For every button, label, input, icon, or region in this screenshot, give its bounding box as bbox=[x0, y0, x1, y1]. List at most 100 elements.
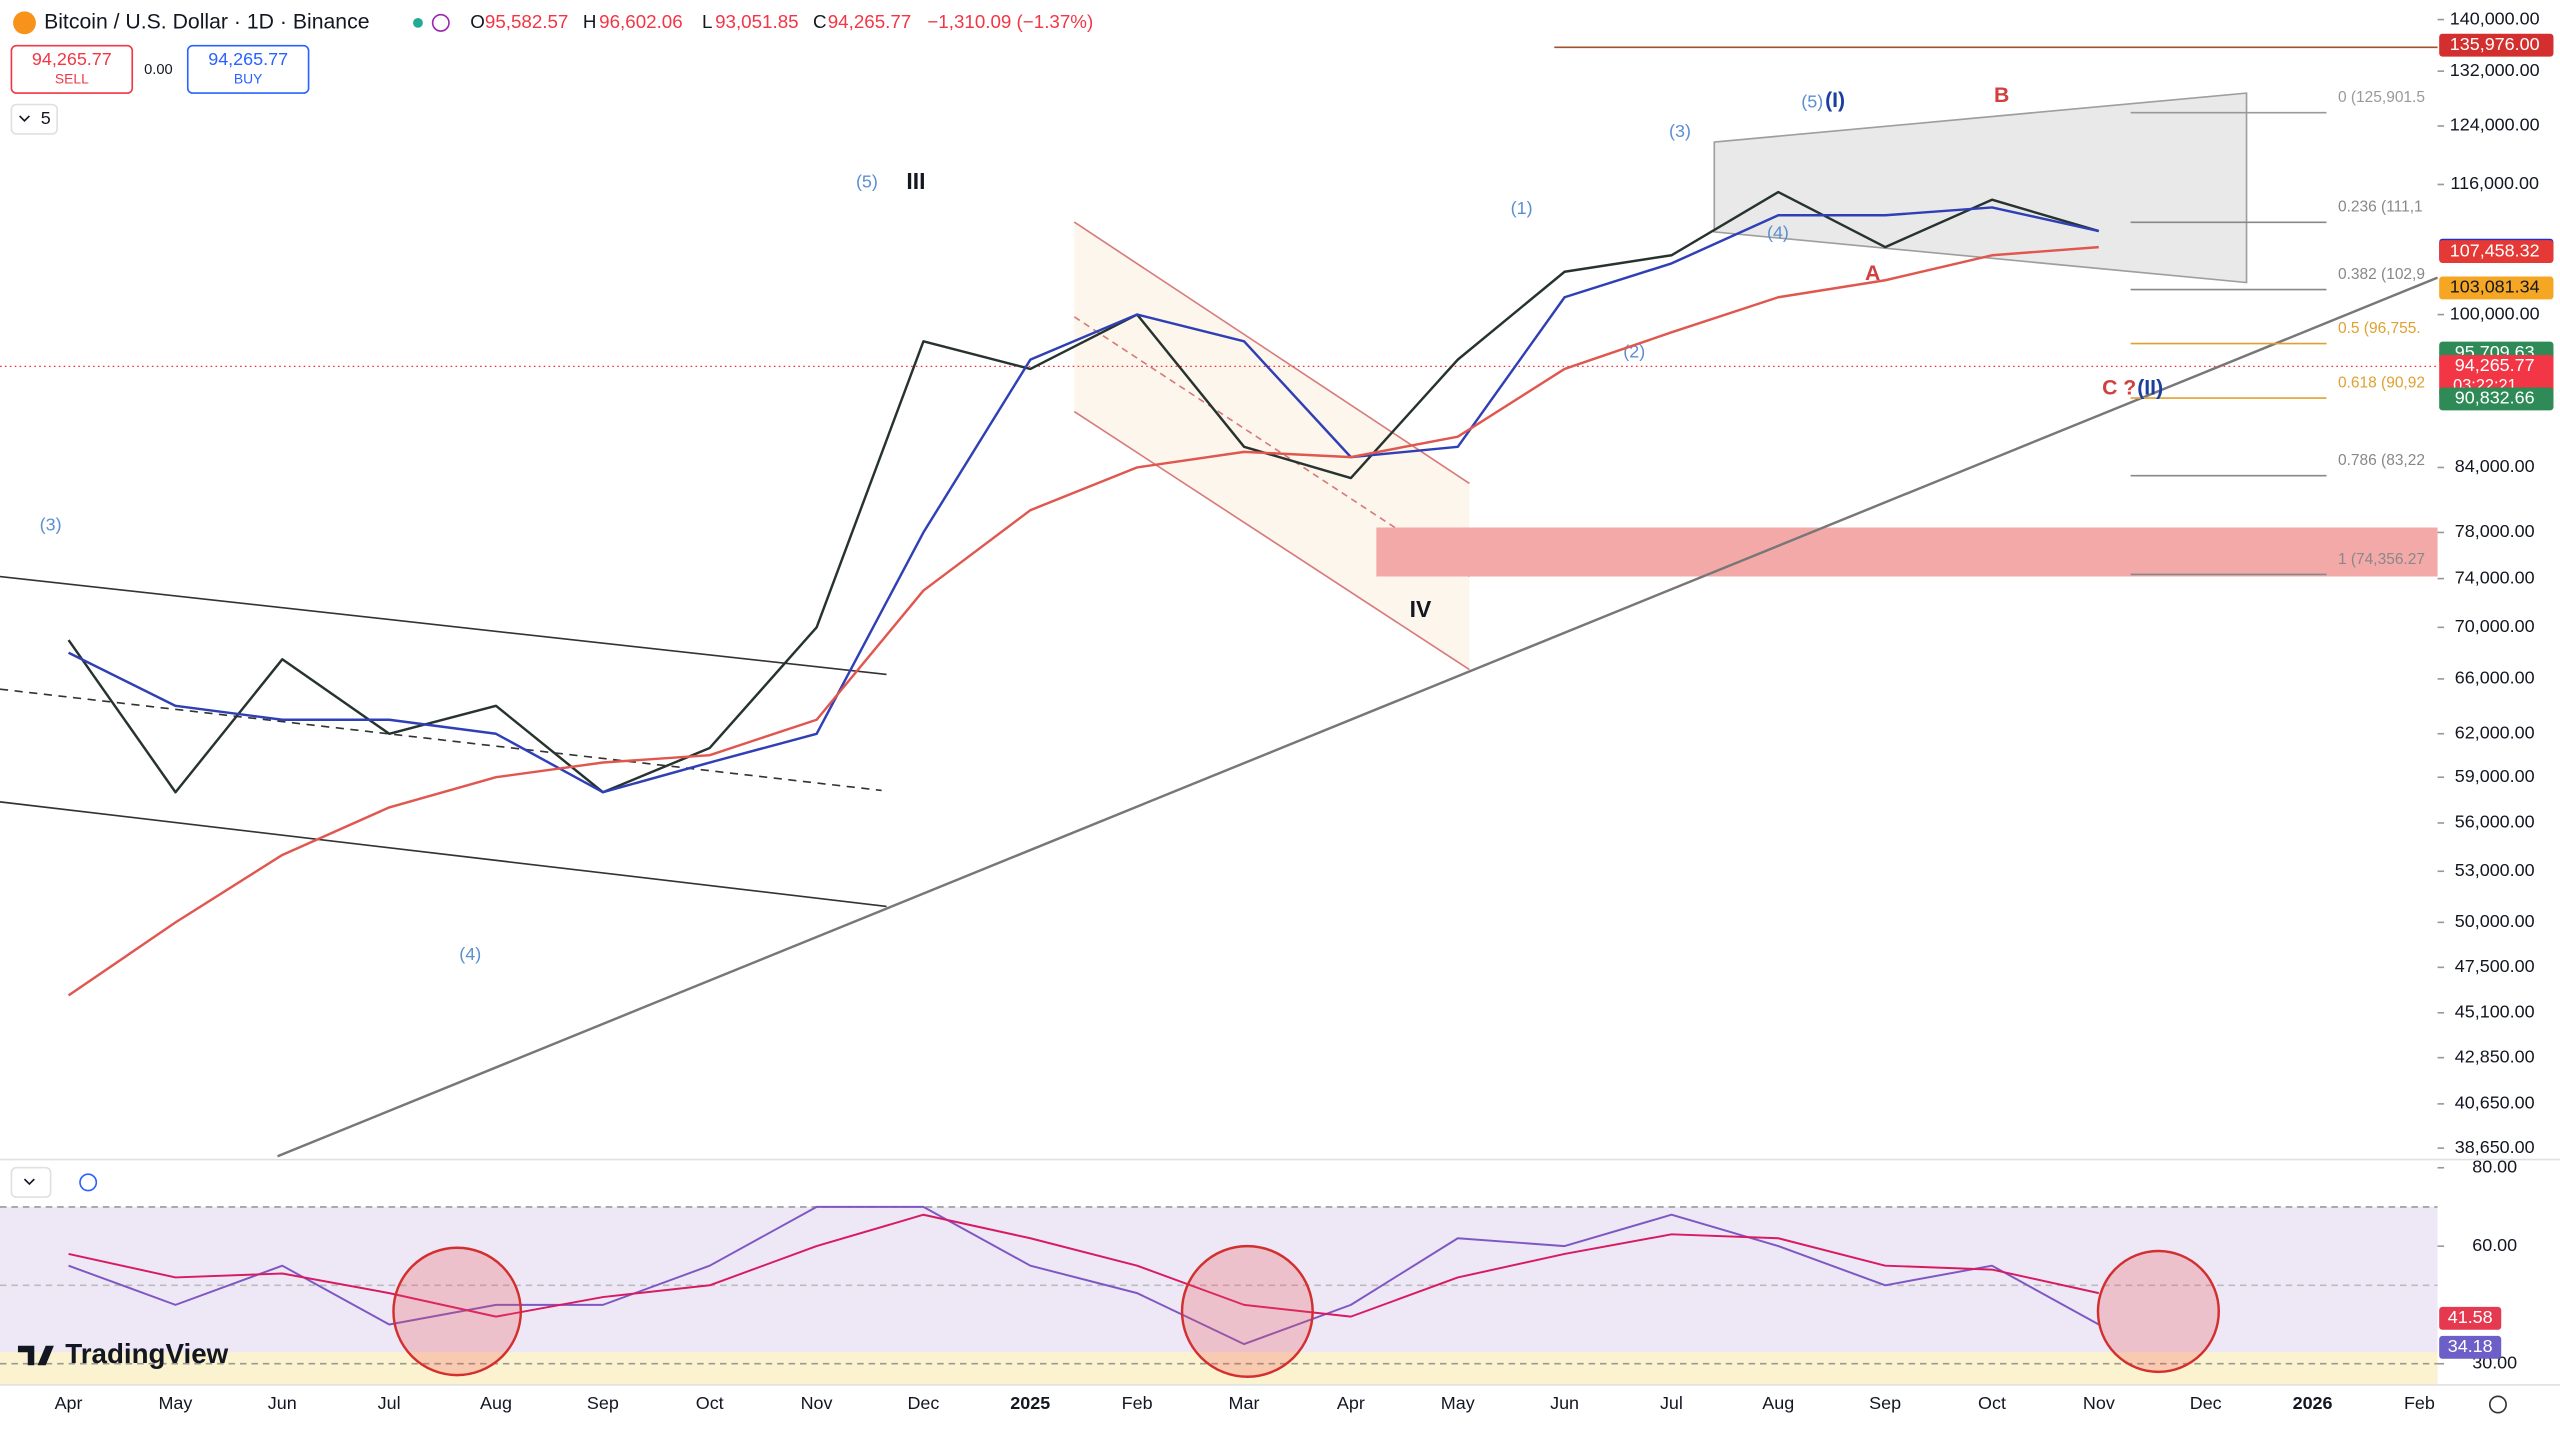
x-tick-label: May bbox=[158, 1393, 192, 1413]
channel-line bbox=[0, 575, 887, 676]
wave-label: (4) bbox=[459, 944, 481, 964]
buy-label: BUY bbox=[234, 71, 262, 87]
y-tick-label: 45,100.00 bbox=[2455, 1002, 2535, 1022]
buy-button[interactable] bbox=[186, 44, 310, 94]
ohlc-key: C bbox=[813, 11, 827, 32]
x-tick-label: Sep bbox=[1869, 1393, 1901, 1413]
y-tick-label: 56,000.00 bbox=[2455, 812, 2535, 832]
x-tick-label: Aug bbox=[1762, 1393, 1794, 1413]
y-tick-label: 84,000.00 bbox=[2455, 456, 2535, 476]
price-tag bbox=[2439, 240, 2554, 263]
trendline bbox=[277, 276, 2439, 1158]
channel-fill bbox=[1074, 222, 1470, 670]
wave-label: B bbox=[1994, 84, 2009, 107]
ohlc-key: O bbox=[470, 11, 485, 32]
chevron bbox=[19, 115, 30, 123]
price-tag bbox=[2439, 276, 2554, 300]
channel-line bbox=[0, 801, 887, 908]
value-tag-label: 34.18 bbox=[2448, 1336, 2493, 1356]
x-tick-label: Apr bbox=[1337, 1393, 1365, 1413]
wave-label: C ? bbox=[2102, 376, 2136, 399]
ohlc-value: 95,582.57 bbox=[485, 11, 568, 32]
demand-zone bbox=[1376, 527, 2438, 577]
wave-label: (5) bbox=[1801, 92, 1823, 112]
x-tick-label: Dec bbox=[2190, 1393, 2222, 1413]
x-tick-label: Mar bbox=[1229, 1393, 1260, 1413]
settings-icon[interactable] bbox=[2488, 1395, 2507, 1414]
x-tick-label: Feb bbox=[1122, 1393, 1153, 1413]
triangle-pattern bbox=[1713, 92, 2248, 284]
fib-label: 0.382 (102,9 bbox=[2338, 266, 2425, 283]
price-tag bbox=[2439, 354, 2554, 398]
value-tag bbox=[2439, 1306, 2502, 1330]
drawings: 0 (125,901.5 0.236 (111,1 0.382 (102,9 0.5 … bbox=[0, 46, 2439, 1158]
y-tick-label: 116,000.00 bbox=[2450, 173, 2539, 193]
x-tick-label: Nov bbox=[801, 1393, 833, 1413]
header: Bitcoin / U.S. Dollar · 1D · Binance O 9… bbox=[13, 10, 1093, 35]
fib-label: 0.786 (83,22 bbox=[2338, 452, 2425, 469]
y-tick-label: 47,500.00 bbox=[2455, 956, 2535, 976]
change: −1,310.09 (−1.37%) bbox=[927, 11, 1093, 32]
y-tick-label: 60.00 bbox=[2472, 1235, 2517, 1255]
symbol: Bitcoin / U.S. Dollar · 1D · Binance bbox=[44, 10, 369, 33]
sell-button[interactable] bbox=[10, 44, 134, 94]
wave-label: IV bbox=[1410, 596, 1432, 622]
btc-icon bbox=[13, 11, 36, 35]
series-line bbox=[67, 245, 2099, 997]
y-tick-label: 42,850.00 bbox=[2455, 1046, 2535, 1066]
ohlc-value: 93,051.85 bbox=[715, 11, 798, 32]
fib-label: 0.5 (96,755. bbox=[2338, 320, 2421, 337]
wave-label: (I) bbox=[1825, 89, 1845, 112]
x-tick-label: 2026 bbox=[2293, 1393, 2333, 1413]
y-tick-label: 50,000.00 bbox=[2455, 911, 2535, 931]
highlight-circle bbox=[1180, 1244, 1314, 1378]
price-tag-label: 94,265.77 bbox=[2455, 355, 2535, 375]
price-tag-label: 107,458.32 bbox=[2450, 240, 2540, 260]
x-tick-label: Jun bbox=[1550, 1393, 1579, 1413]
wave-label: (5) bbox=[856, 172, 878, 192]
x-tick-label: Jul bbox=[1660, 1393, 1683, 1413]
wave-label: (II) bbox=[2137, 376, 2163, 399]
channel-mid bbox=[0, 688, 882, 792]
y-tick-label: 38,650.00 bbox=[2455, 1137, 2535, 1157]
x-tick-label: Dec bbox=[907, 1393, 939, 1413]
buy-price: 94,265.77 bbox=[208, 49, 288, 69]
x-tick-label: Apr bbox=[55, 1393, 83, 1413]
wave-label: III bbox=[906, 168, 925, 194]
wave-label: (4) bbox=[1767, 222, 1789, 242]
x-tick-label: Jun bbox=[268, 1393, 297, 1413]
indicators-toggle[interactable] bbox=[10, 103, 58, 135]
value-tag-label: 41.58 bbox=[2448, 1307, 2493, 1327]
refresh-icon[interactable] bbox=[79, 1173, 98, 1192]
chevron bbox=[23, 1178, 35, 1186]
channel-line bbox=[1073, 410, 1470, 671]
x-tick-label: Oct bbox=[1978, 1393, 2006, 1413]
rsi-oversold bbox=[0, 1352, 2438, 1385]
logo: TradingView bbox=[17, 1338, 229, 1369]
spread: 0.00 bbox=[144, 62, 173, 78]
ohlc-key: H bbox=[583, 11, 597, 32]
wave-label: (1) bbox=[1511, 198, 1533, 218]
value-tag bbox=[2439, 1335, 2502, 1359]
y-tick-label: 78,000.00 bbox=[2455, 521, 2535, 541]
highlight-circle bbox=[2096, 1249, 2220, 1374]
series-line bbox=[67, 190, 2100, 794]
y-tick-label: 140,000.00 bbox=[2450, 8, 2540, 28]
fib-label: 1 (74,356.27 bbox=[2338, 551, 2425, 568]
channel-line bbox=[1073, 221, 1470, 485]
y-tick-label: 66,000.00 bbox=[2455, 668, 2535, 688]
y-tick-label: 124,000.00 bbox=[2450, 115, 2540, 135]
ohlc-value: 96,602.06 bbox=[599, 11, 682, 32]
y-tick-label: 100,000.00 bbox=[2450, 303, 2540, 323]
x-tick-label: Sep bbox=[587, 1393, 619, 1413]
y-tick-label: 40,650.00 bbox=[2455, 1093, 2535, 1113]
y-tick-label: 70,000.00 bbox=[2455, 616, 2535, 636]
price-tag-label: 135,976.00 bbox=[2450, 34, 2540, 54]
logo-mark bbox=[17, 1345, 54, 1366]
highlight-circle bbox=[392, 1246, 523, 1377]
share-icon bbox=[431, 13, 450, 32]
x-tick-label: Feb bbox=[2404, 1393, 2435, 1413]
x-tick-label: 2025 bbox=[1010, 1393, 1050, 1413]
y-tick-label: 62,000.00 bbox=[2455, 722, 2535, 742]
